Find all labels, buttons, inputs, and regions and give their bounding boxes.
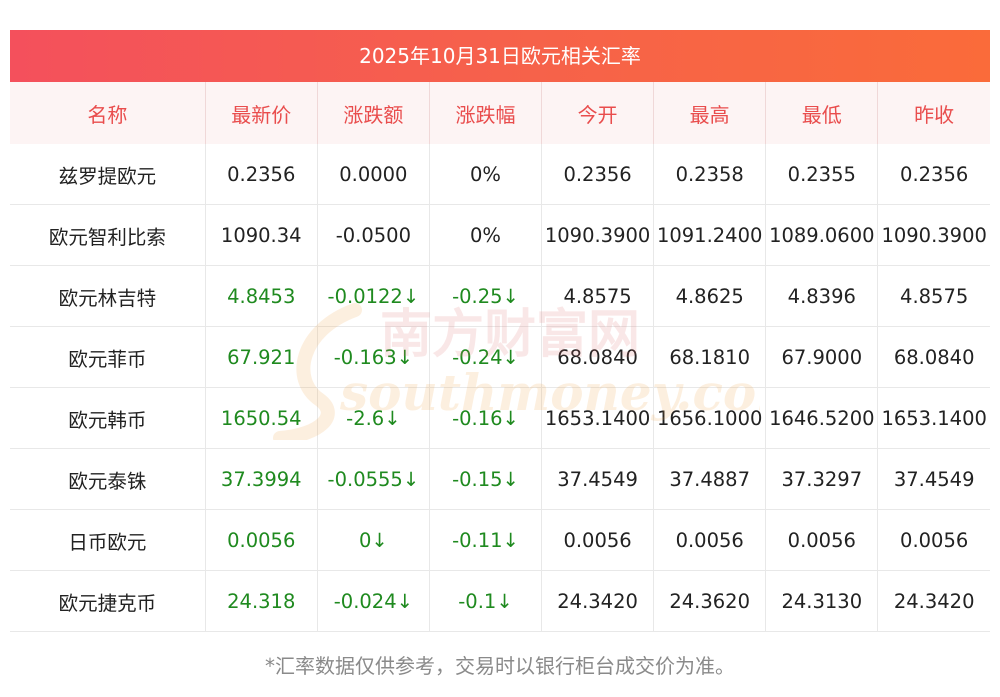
cell-latest: 1650.54 — [205, 387, 318, 449]
cell-change-pct: -0.1↓ — [429, 570, 543, 632]
cell-low: 1646.5200 — [765, 387, 879, 449]
cell-low: 67.9000 — [765, 326, 879, 388]
cell-open: 4.8575 — [541, 265, 655, 327]
header-change: 涨跌额 — [317, 82, 430, 144]
cell-prev-close: 24.3420 — [877, 570, 990, 632]
cell-name: 欧元韩币 — [10, 387, 206, 449]
table-row: 欧元捷克币 24.318 -0.024↓ -0.1↓ 24.3420 24.3620 24.… — [10, 570, 990, 632]
footer-note: *汇率数据仅供参考，交易时以银行柜台成交价为准。 — [265, 654, 735, 678]
cell-name: 欧元林吉特 — [10, 265, 206, 327]
rate-table: 名称 最新价 涨跌额 涨跌幅 今开 最高 最低 昨收 兹罗提欧元 0.2356 0.… — [10, 82, 990, 632]
cell-name: 兹罗提欧元 — [10, 144, 206, 205]
header-high: 最高 — [653, 82, 767, 144]
cell-latest: 0.0056 — [205, 509, 318, 571]
cell-change: 0↓ — [317, 509, 430, 571]
cell-change: 0.0000 — [317, 144, 430, 205]
cell-change: -0.0122↓ — [317, 265, 430, 327]
cell-change-pct: -0.15↓ — [429, 448, 543, 510]
cell-name: 欧元捷克币 — [10, 570, 206, 632]
cell-prev-close: 1090.3900 — [877, 204, 990, 266]
cell-prev-close: 0.0056 — [877, 509, 990, 571]
cell-high: 24.3620 — [653, 570, 767, 632]
table-row: 欧元泰铢 37.3994 -0.0555↓ -0.15↓ 37.4549 37.4887 3… — [10, 448, 990, 510]
header-latest: 最新价 — [205, 82, 318, 144]
cell-high: 0.0056 — [653, 509, 767, 571]
cell-latest: 24.318 — [205, 570, 318, 632]
header-name: 名称 — [10, 82, 206, 144]
cell-open: 0.0056 — [541, 509, 655, 571]
table-row: 欧元林吉特 4.8453 -0.0122↓ -0.25↓ 4.8575 4.8625 4.8… — [10, 265, 990, 327]
cell-prev-close: 68.0840 — [877, 326, 990, 388]
cell-latest: 67.921 — [205, 326, 318, 388]
cell-low: 24.3130 — [765, 570, 879, 632]
cell-low: 37.3297 — [765, 448, 879, 510]
cell-open: 1090.3900 — [541, 204, 655, 266]
cell-open: 24.3420 — [541, 570, 655, 632]
cell-open: 1653.1400 — [541, 387, 655, 449]
cell-change-pct: -0.16↓ — [429, 387, 543, 449]
cell-name: 欧元智利比索 — [10, 204, 206, 266]
cell-low: 0.2355 — [765, 144, 879, 205]
cell-prev-close: 1653.1400 — [877, 387, 990, 449]
cell-change: -0.0555↓ — [317, 448, 430, 510]
table-row: 欧元韩币 1650.54 -2.6↓ -0.16↓ 1653.1400 1656.1000… — [10, 387, 990, 449]
cell-change: -0.024↓ — [317, 570, 430, 632]
cell-high: 68.1810 — [653, 326, 767, 388]
header-change-pct: 涨跌幅 — [429, 82, 543, 144]
cell-low: 1089.0600 — [765, 204, 879, 266]
cell-change-pct: -0.11↓ — [429, 509, 543, 571]
cell-latest: 1090.34 — [205, 204, 318, 266]
cell-change-pct: 0% — [429, 144, 543, 205]
cell-high: 0.2358 — [653, 144, 767, 205]
cell-prev-close: 0.2356 — [877, 144, 990, 205]
cell-prev-close: 37.4549 — [877, 448, 990, 510]
table-row: 欧元菲币 67.921 -0.163↓ -0.24↓ 68.0840 68.1810 67.… — [10, 326, 990, 388]
cell-latest: 37.3994 — [205, 448, 318, 510]
cell-name: 欧元菲币 — [10, 326, 206, 388]
cell-latest: 4.8453 — [205, 265, 318, 327]
cell-low: 4.8396 — [765, 265, 879, 327]
rate-table-card: 2025年10月31日欧元相关汇率 名称 最新价 涨跌额 涨跌幅 今开 最高 最… — [10, 30, 990, 632]
cell-high: 1656.1000 — [653, 387, 767, 449]
cell-latest: 0.2356 — [205, 144, 318, 205]
cell-name: 日币欧元 — [10, 509, 206, 571]
table-header-row: 名称 最新价 涨跌额 涨跌幅 今开 最高 最低 昨收 — [10, 82, 990, 144]
table-row: 兹罗提欧元 0.2356 0.0000 0% 0.2356 0.2358 0.2355 0.2… — [10, 144, 990, 205]
table-row: 日币欧元 0.0056 0↓ -0.11↓ 0.0056 0.0056 0.0056 0.00… — [10, 509, 990, 571]
cell-change-pct: -0.25↓ — [429, 265, 543, 327]
table-row: 欧元智利比索 1090.34 -0.0500 0% 1090.3900 1091.2400… — [10, 204, 990, 266]
cell-open: 37.4549 — [541, 448, 655, 510]
cell-name: 欧元泰铢 — [10, 448, 206, 510]
cell-change: -2.6↓ — [317, 387, 430, 449]
table-title: 2025年10月31日欧元相关汇率 — [10, 30, 990, 82]
cell-open: 68.0840 — [541, 326, 655, 388]
cell-change: -0.0500 — [317, 204, 430, 266]
cell-change-pct: -0.24↓ — [429, 326, 543, 388]
cell-prev-close: 4.8575 — [877, 265, 990, 327]
cell-high: 4.8625 — [653, 265, 767, 327]
header-low: 最低 — [765, 82, 879, 144]
cell-high: 37.4887 — [653, 448, 767, 510]
header-open: 今开 — [541, 82, 655, 144]
cell-change: -0.163↓ — [317, 326, 430, 388]
cell-high: 1091.2400 — [653, 204, 767, 266]
header-prev-close: 昨收 — [877, 82, 990, 144]
cell-open: 0.2356 — [541, 144, 655, 205]
cell-low: 0.0056 — [765, 509, 879, 571]
cell-change-pct: 0% — [429, 204, 543, 266]
